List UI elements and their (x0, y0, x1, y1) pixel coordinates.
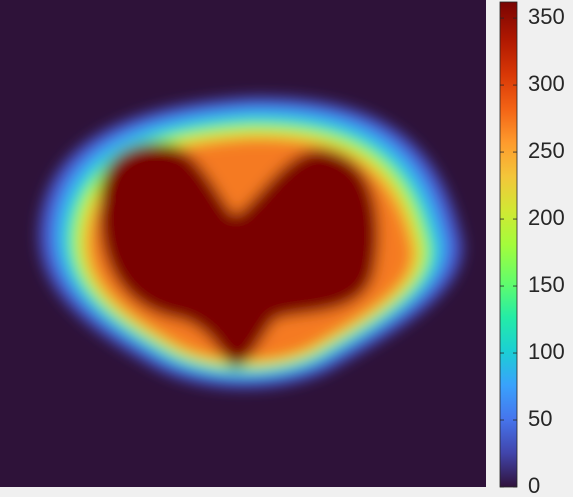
colorbar-tick-label: 350 (528, 4, 565, 29)
colorbar-tick-label: 50 (528, 406, 552, 431)
colorbar-tick-label: 150 (528, 272, 565, 297)
colorbar-tick-label: 250 (528, 138, 565, 163)
colorbar-tick-label: 200 (528, 205, 565, 230)
heatmap (0, 0, 486, 487)
colorbar (499, 1, 518, 488)
colorbar-tick-label: 100 (528, 339, 565, 364)
colorbar-tick-label: 0 (528, 473, 540, 497)
colorbar-tick-label: 300 (528, 71, 565, 96)
